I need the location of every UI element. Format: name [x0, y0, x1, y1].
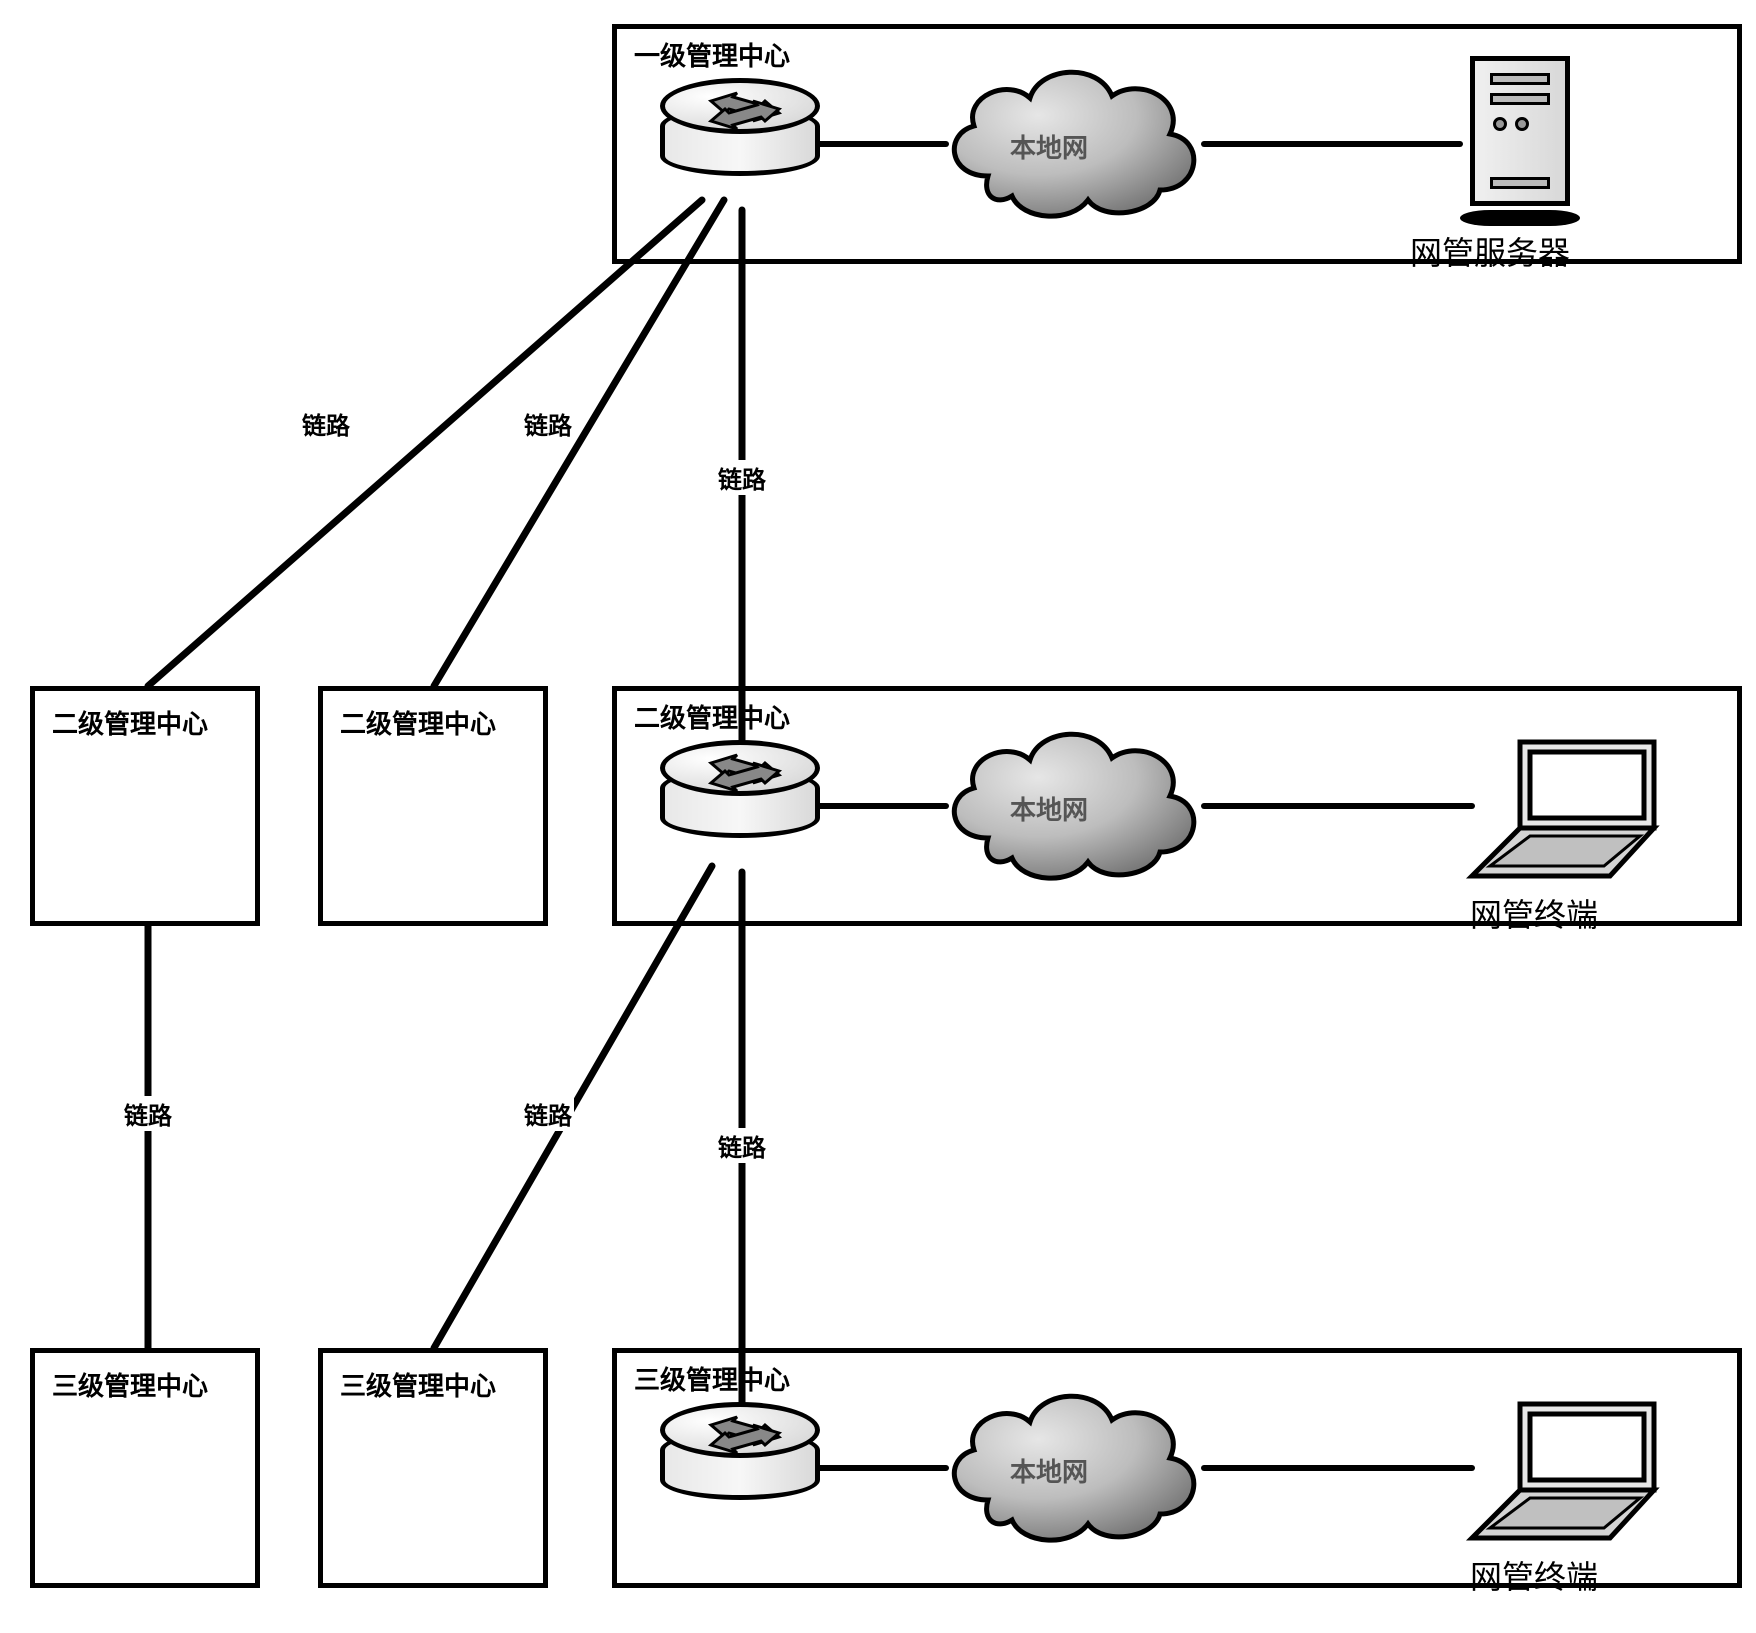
router-icon	[660, 78, 820, 208]
tier3-main-title: 三级管理中心	[634, 1360, 790, 1397]
link-label: 链路	[300, 406, 352, 441]
diagram-stage: 一级管理中心 二级管理中心 三级管理中心 二级管理中心 二级管理中心 三级管理中…	[0, 0, 1756, 1633]
link-label: 链路	[716, 460, 768, 495]
link-label: 链路	[716, 1128, 768, 1163]
router-icon	[660, 1402, 820, 1532]
cloud-label: 本地网	[1010, 790, 1088, 827]
laptop-caption: 网管终端	[1470, 1552, 1598, 1598]
tier3-small-1-title: 三级管理中心	[52, 1366, 208, 1403]
cloud-label: 本地网	[1010, 128, 1088, 165]
laptop-icon	[1460, 1398, 1670, 1548]
router-icon	[660, 740, 820, 870]
tier2-main-title: 二级管理中心	[634, 698, 790, 735]
server-icon	[1460, 56, 1580, 226]
tier2-small-1-title: 二级管理中心	[52, 704, 208, 741]
link-label: 链路	[522, 1096, 574, 1131]
tier1-title: 一级管理中心	[634, 36, 790, 73]
tier2-small-2-title: 二级管理中心	[340, 704, 496, 741]
link-label: 链路	[122, 1096, 174, 1131]
server-caption: 网管服务器	[1410, 228, 1570, 274]
laptop-caption: 网管终端	[1470, 890, 1598, 936]
laptop-icon	[1460, 736, 1670, 886]
cloud-label: 本地网	[1010, 1452, 1088, 1489]
link-label: 链路	[522, 406, 574, 441]
tier3-small-2-title: 三级管理中心	[340, 1366, 496, 1403]
